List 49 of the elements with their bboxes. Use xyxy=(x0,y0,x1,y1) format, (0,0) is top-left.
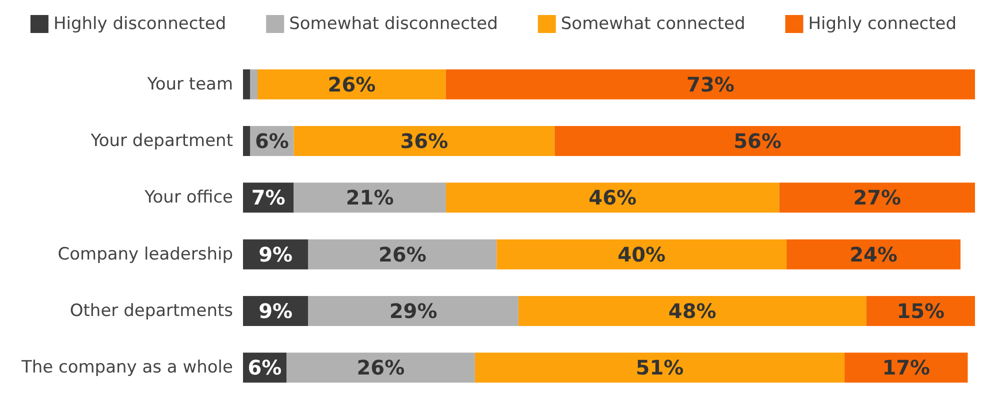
bar xyxy=(257,69,446,100)
legend-label: Somewhat disconnected xyxy=(289,14,498,34)
data-label: 26% xyxy=(356,356,405,380)
y-tick-label: Your department xyxy=(90,131,234,151)
bar xyxy=(308,296,518,326)
bar xyxy=(779,182,975,213)
y-tick-label: Company leadership xyxy=(58,244,233,264)
data-label: 7% xyxy=(251,186,286,210)
bar xyxy=(518,296,866,326)
bar xyxy=(446,182,780,213)
legend-label: Highly connected xyxy=(808,14,957,34)
legend-label: Highly disconnected xyxy=(53,14,226,34)
data-label: 26% xyxy=(328,72,376,96)
legend-label: Somewhat connected xyxy=(560,14,746,34)
data-label: 21% xyxy=(346,186,394,210)
y-tick-label: Your office xyxy=(144,188,233,208)
bar xyxy=(243,69,250,100)
bar xyxy=(554,126,961,156)
bar xyxy=(844,352,968,383)
data-label: 9% xyxy=(258,242,293,266)
bar xyxy=(243,126,250,156)
bar xyxy=(250,69,258,100)
data-label: 24% xyxy=(850,242,898,266)
data-label: 9% xyxy=(258,299,293,323)
data-label: 56% xyxy=(734,129,782,153)
bar xyxy=(286,352,475,383)
data-label: 73% xyxy=(686,72,734,96)
data-label: 15% xyxy=(896,299,945,323)
data-label: 26% xyxy=(378,242,426,266)
bar xyxy=(786,239,961,270)
y-tick-label: The company as a whole xyxy=(20,358,233,378)
data-label: 40% xyxy=(618,242,666,266)
data-label: 17% xyxy=(882,356,930,380)
bar xyxy=(294,126,555,156)
bar xyxy=(446,69,975,100)
data-label: 6% xyxy=(255,129,289,153)
data-label: 46% xyxy=(588,186,637,210)
data-label: 29% xyxy=(389,299,438,323)
data-label: 27% xyxy=(853,186,902,210)
data-label: 48% xyxy=(668,299,716,323)
y-tick-label: Other departments xyxy=(70,301,234,321)
bar xyxy=(474,352,845,383)
y-tick-label: Your team xyxy=(146,74,233,94)
data-label: 6% xyxy=(248,356,282,380)
bar xyxy=(294,182,446,213)
bar xyxy=(496,239,787,270)
data-label: 51% xyxy=(636,356,684,380)
bar xyxy=(308,239,497,270)
data-label: 36% xyxy=(400,129,448,153)
